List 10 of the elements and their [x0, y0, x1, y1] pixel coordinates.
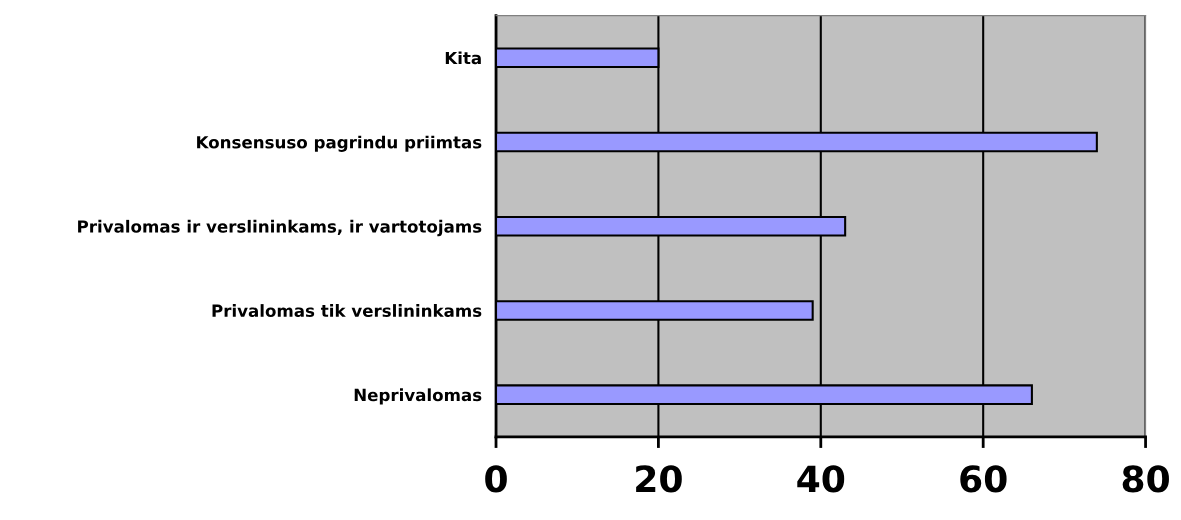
y-tick-label: Konsensuso pagrindu priimtas	[197, 135, 482, 152]
y-tick-label: Neprivalomas	[354, 388, 482, 405]
x-tick-label: 0	[485, 465, 507, 493]
x-tick-label: 40	[797, 465, 845, 493]
y-tick-label: Privalomas tik verslininkams	[212, 304, 482, 318]
x-tick-label: 80	[1122, 465, 1169, 493]
y-tick-label: Kita	[445, 51, 481, 65]
x-tick-label: 20	[636, 465, 682, 493]
y-tick-label: Privalomas ir verslininkams, ir vartotojams	[78, 219, 482, 237]
x-tick-label: 60	[960, 465, 1007, 493]
